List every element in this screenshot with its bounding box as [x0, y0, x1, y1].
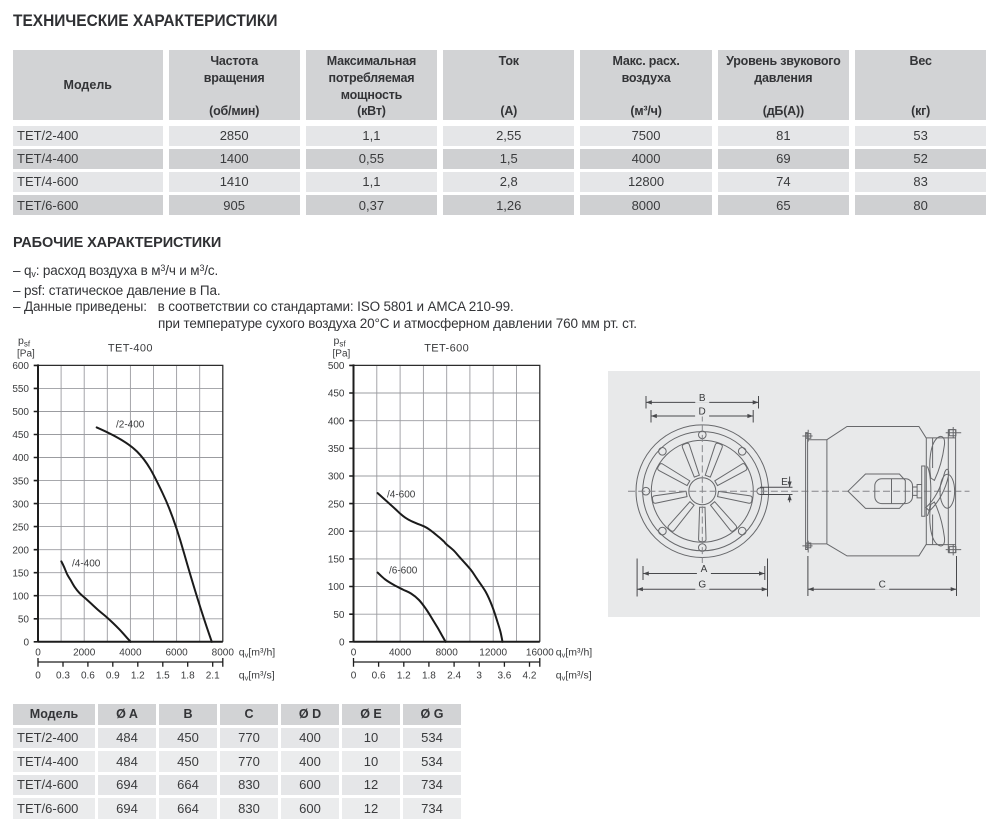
- svg-text:100: 100: [12, 591, 29, 602]
- svg-text:1.8: 1.8: [181, 671, 195, 682]
- svg-text:3.6: 3.6: [497, 671, 511, 682]
- svg-text:qv[m³/h]: qv[m³/h]: [556, 646, 593, 659]
- svg-text:/4-600: /4-600: [387, 490, 416, 501]
- svg-text:12000: 12000: [479, 647, 507, 658]
- svg-text:D: D: [698, 407, 705, 418]
- svg-text:TET-600: TET-600: [424, 343, 469, 355]
- svg-text:150: 150: [12, 568, 29, 579]
- svg-text:1.2: 1.2: [397, 671, 411, 682]
- svg-text:600: 600: [12, 361, 29, 372]
- svg-text:450: 450: [12, 430, 29, 441]
- svg-text:[Pa]: [Pa]: [17, 349, 35, 360]
- svg-text:16000: 16000: [526, 647, 554, 658]
- svg-text:400: 400: [12, 453, 29, 464]
- svg-text:50: 50: [18, 615, 30, 626]
- svg-text:/4-400: /4-400: [72, 559, 101, 570]
- svg-text:qv[m³/s]: qv[m³/s]: [239, 670, 275, 683]
- svg-text:2000: 2000: [73, 647, 96, 658]
- svg-text:300: 300: [328, 472, 345, 483]
- svg-text:500: 500: [12, 407, 29, 418]
- svg-text:6000: 6000: [165, 647, 188, 658]
- svg-text:0: 0: [35, 671, 41, 682]
- svg-text:psf: psf: [18, 335, 31, 349]
- svg-text:A: A: [701, 564, 708, 575]
- svg-text:4000: 4000: [119, 647, 142, 658]
- svg-text:100: 100: [328, 582, 345, 593]
- svg-text:psf: psf: [334, 335, 347, 349]
- svg-text:400: 400: [328, 416, 345, 427]
- svg-text:C: C: [879, 580, 886, 591]
- svg-text:300: 300: [12, 499, 29, 510]
- svg-text:250: 250: [328, 499, 345, 510]
- svg-text:G: G: [698, 580, 706, 591]
- svg-text:qv[m³/h]: qv[m³/h]: [239, 646, 276, 659]
- svg-text:0.3: 0.3: [56, 671, 70, 682]
- svg-text:0: 0: [351, 671, 357, 682]
- svg-text:0: 0: [351, 647, 357, 658]
- svg-text:500: 500: [328, 361, 345, 372]
- svg-text:1.8: 1.8: [422, 671, 436, 682]
- svg-text:[Pa]: [Pa]: [333, 349, 351, 360]
- svg-text:4.2: 4.2: [523, 671, 537, 682]
- svg-text:1.2: 1.2: [131, 671, 145, 682]
- svg-text:0.9: 0.9: [106, 671, 120, 682]
- svg-text:450: 450: [328, 389, 345, 400]
- svg-text:150: 150: [328, 555, 345, 566]
- svg-text:2.4: 2.4: [447, 671, 461, 682]
- svg-text:350: 350: [328, 444, 345, 455]
- svg-text:qv[m³/s]: qv[m³/s]: [556, 670, 592, 683]
- svg-text:B: B: [699, 393, 706, 404]
- svg-text:200: 200: [12, 545, 29, 556]
- svg-text:350: 350: [12, 476, 29, 487]
- svg-text:0: 0: [339, 638, 345, 649]
- svg-text:/2-400: /2-400: [116, 420, 145, 431]
- svg-text:/6-600: /6-600: [389, 566, 418, 577]
- svg-text:0.6: 0.6: [81, 671, 95, 682]
- svg-text:250: 250: [12, 522, 29, 533]
- svg-text:200: 200: [328, 527, 345, 538]
- svg-text:E: E: [781, 477, 788, 488]
- svg-text:1.5: 1.5: [156, 671, 170, 682]
- svg-text:550: 550: [12, 384, 29, 395]
- svg-text:4000: 4000: [389, 647, 412, 658]
- svg-text:0: 0: [35, 647, 41, 658]
- svg-text:8000: 8000: [212, 647, 235, 658]
- svg-text:8000: 8000: [436, 647, 459, 658]
- svg-text:3: 3: [476, 671, 482, 682]
- svg-text:50: 50: [333, 610, 345, 621]
- svg-text:0: 0: [23, 638, 29, 649]
- svg-text:TET-400: TET-400: [108, 343, 153, 355]
- svg-text:0.6: 0.6: [372, 671, 386, 682]
- svg-text:2.1: 2.1: [206, 671, 220, 682]
